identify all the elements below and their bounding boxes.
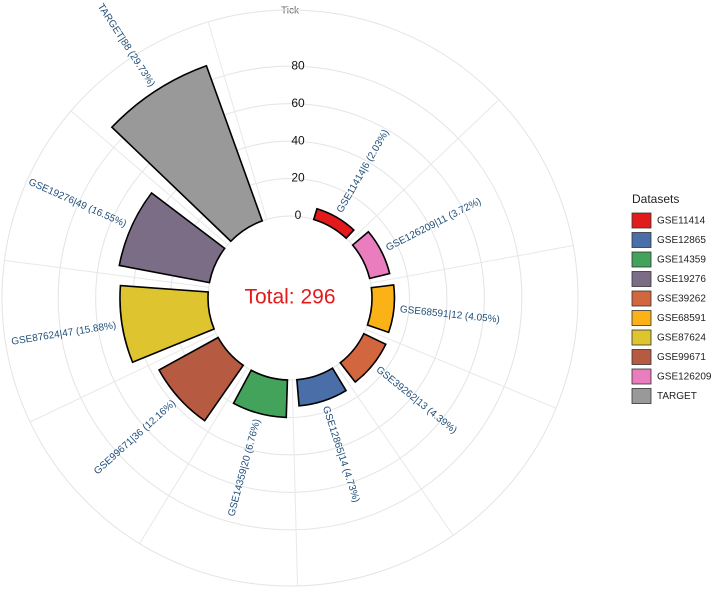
legend-label: GSE12865: [657, 235, 706, 246]
legend-swatch: [631, 349, 652, 365]
legend-swatch: [631, 329, 652, 346]
legend-label: GSE39262: [657, 294, 706, 305]
legend-label: GSE126209: [657, 372, 712, 383]
legend-swatch: [631, 232, 652, 248]
spoke: [70, 110, 228, 246]
spoke: [4, 259, 209, 288]
y-tick-label: 60: [291, 96, 305, 110]
legend-label: GSE68591: [657, 313, 706, 324]
bar: [110, 64, 264, 243]
spoke: [291, 379, 299, 586]
y-tick-label: 0: [295, 208, 302, 222]
y-tick-label: 40: [291, 133, 305, 147]
spoke: [370, 245, 574, 284]
spoke: [139, 367, 248, 544]
legend-swatch: [631, 251, 652, 268]
spoke: [29, 332, 217, 423]
value-label: GSE14359|20 (6.76%): [226, 418, 263, 518]
total-label: Total: 296: [244, 286, 335, 309]
legend-swatch: [631, 388, 652, 404]
value-label: GSE126209|11 (3.72%): [384, 196, 483, 254]
spoke: [336, 365, 454, 536]
grid-circle: [57, 65, 523, 531]
value-label: GSE68591|12 (4.05%): [399, 304, 500, 325]
axis-title: Tick: [281, 6, 300, 17]
bar: [312, 207, 355, 240]
bar: [339, 332, 387, 384]
grid: [1, 9, 579, 587]
spoke: [349, 99, 500, 242]
value-label: TARGET|88 (29.73%): [95, 2, 157, 89]
bar: [351, 230, 391, 280]
grid-circle: [1, 9, 579, 587]
bar: [232, 369, 289, 419]
bar: [366, 284, 396, 334]
bar: [118, 191, 226, 284]
value-label: GSE39262|13 (4.39%): [374, 365, 459, 437]
y-tick-label: 80: [291, 58, 305, 72]
y-tick-label: 20: [291, 171, 305, 185]
legend-swatch: [631, 212, 652, 229]
legend-swatch: [631, 368, 652, 385]
spoke: [365, 328, 557, 409]
spoke: [207, 21, 268, 220]
legend-label: TARGET: [657, 391, 697, 402]
value-label: GSE19276|49 (16.55%): [27, 177, 128, 230]
legend-label: GSE87624: [657, 333, 706, 344]
legend-label: GSE19276: [657, 274, 706, 285]
legend-label: GSE14359: [657, 255, 706, 266]
legend-label: GSE11414: [657, 216, 706, 227]
legend-title: Datasets: [632, 192, 679, 206]
bar: [119, 284, 216, 364]
bar: [295, 367, 348, 407]
legend-swatch: [631, 310, 652, 326]
grid-circle: [95, 103, 485, 493]
legend-swatch: [631, 271, 652, 287]
bar: [157, 336, 245, 422]
legend-swatch: [631, 290, 652, 307]
legend-label: GSE99671: [657, 352, 706, 363]
